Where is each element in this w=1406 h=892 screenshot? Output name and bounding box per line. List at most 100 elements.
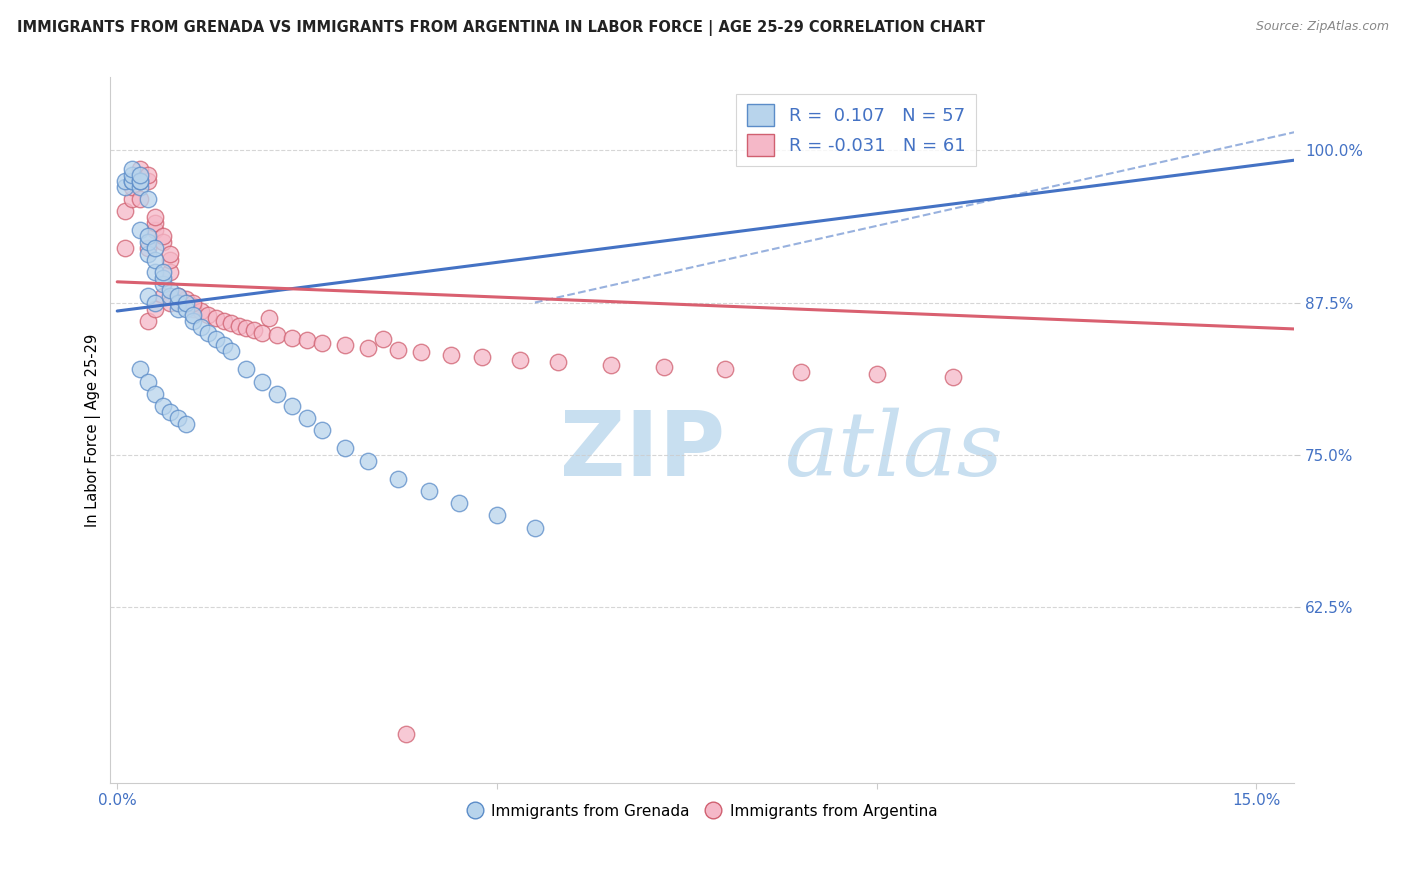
Point bbox=[600, 358, 623, 372]
Point bbox=[159, 252, 181, 267]
Point bbox=[250, 375, 273, 389]
Point bbox=[219, 316, 242, 330]
Text: IMMIGRANTS FROM GRENADA VS IMMIGRANTS FROM ARGENTINA IN LABOR FORCE | AGE 25-29 : IMMIGRANTS FROM GRENADA VS IMMIGRANTS FR… bbox=[17, 20, 984, 36]
Point bbox=[190, 319, 212, 334]
Point bbox=[190, 304, 212, 318]
Point bbox=[167, 411, 190, 425]
Point bbox=[167, 301, 190, 316]
Point bbox=[121, 168, 143, 182]
Point bbox=[547, 355, 569, 369]
Point bbox=[235, 362, 257, 376]
Point bbox=[121, 192, 143, 206]
Point bbox=[129, 168, 152, 182]
Point bbox=[333, 338, 356, 352]
Point bbox=[143, 211, 166, 225]
Point bbox=[152, 399, 174, 413]
Point bbox=[136, 247, 159, 261]
Point bbox=[143, 222, 166, 236]
Point bbox=[281, 331, 304, 345]
Point bbox=[143, 252, 166, 267]
Point bbox=[121, 174, 143, 188]
Point bbox=[159, 283, 181, 297]
Point bbox=[371, 332, 394, 346]
Point bbox=[159, 405, 181, 419]
Point bbox=[471, 351, 494, 365]
Point bbox=[159, 289, 181, 303]
Point bbox=[266, 386, 288, 401]
Point bbox=[212, 314, 235, 328]
Point bbox=[311, 423, 333, 437]
Point bbox=[159, 295, 181, 310]
Point bbox=[174, 417, 197, 432]
Point bbox=[357, 453, 380, 467]
Point bbox=[942, 369, 965, 384]
Point bbox=[266, 328, 288, 343]
Point bbox=[181, 295, 204, 310]
Point bbox=[136, 174, 159, 188]
Point bbox=[523, 520, 546, 534]
Point bbox=[129, 174, 152, 188]
Point bbox=[136, 241, 159, 255]
Point bbox=[152, 271, 174, 285]
Point bbox=[152, 235, 174, 249]
Point bbox=[143, 241, 166, 255]
Point bbox=[143, 386, 166, 401]
Point bbox=[281, 399, 304, 413]
Point bbox=[295, 333, 318, 347]
Point bbox=[311, 335, 333, 350]
Point bbox=[152, 228, 174, 243]
Point bbox=[714, 362, 737, 376]
Point bbox=[136, 289, 159, 303]
Point bbox=[174, 295, 197, 310]
Point bbox=[152, 277, 174, 292]
Text: atlas: atlas bbox=[785, 408, 1004, 495]
Point bbox=[136, 192, 159, 206]
Point bbox=[395, 727, 418, 741]
Point bbox=[212, 338, 235, 352]
Point bbox=[167, 295, 190, 310]
Text: ZIP: ZIP bbox=[560, 408, 725, 495]
Text: Source: ZipAtlas.com: Source: ZipAtlas.com bbox=[1256, 20, 1389, 33]
Point bbox=[121, 180, 143, 194]
Point bbox=[205, 311, 228, 326]
Point bbox=[114, 241, 136, 255]
Point bbox=[197, 326, 219, 340]
Point bbox=[143, 265, 166, 279]
Point bbox=[129, 180, 152, 194]
Point bbox=[181, 299, 204, 313]
Point bbox=[129, 174, 152, 188]
Legend: Immigrants from Grenada, Immigrants from Argentina: Immigrants from Grenada, Immigrants from… bbox=[461, 797, 943, 825]
Point bbox=[136, 375, 159, 389]
Point bbox=[197, 308, 219, 322]
Point bbox=[440, 348, 463, 362]
Point bbox=[250, 326, 273, 340]
Point bbox=[205, 332, 228, 346]
Point bbox=[114, 204, 136, 219]
Point bbox=[152, 265, 174, 279]
Point bbox=[129, 222, 152, 236]
Point bbox=[181, 308, 204, 322]
Point bbox=[228, 318, 250, 333]
Point bbox=[129, 161, 152, 176]
Point bbox=[235, 321, 257, 335]
Point bbox=[121, 161, 143, 176]
Point bbox=[114, 180, 136, 194]
Point bbox=[167, 289, 190, 303]
Point bbox=[174, 295, 197, 310]
Point bbox=[143, 216, 166, 230]
Point bbox=[219, 344, 242, 359]
Point bbox=[866, 368, 889, 382]
Point bbox=[243, 323, 266, 337]
Point bbox=[387, 472, 409, 486]
Point bbox=[136, 168, 159, 182]
Point bbox=[333, 442, 356, 456]
Point bbox=[357, 341, 380, 355]
Point bbox=[409, 345, 432, 359]
Point bbox=[174, 292, 197, 306]
Point bbox=[295, 411, 318, 425]
Point bbox=[129, 362, 152, 376]
Point bbox=[652, 359, 675, 374]
Point bbox=[447, 496, 470, 510]
Point bbox=[167, 289, 190, 303]
Point bbox=[485, 508, 508, 523]
